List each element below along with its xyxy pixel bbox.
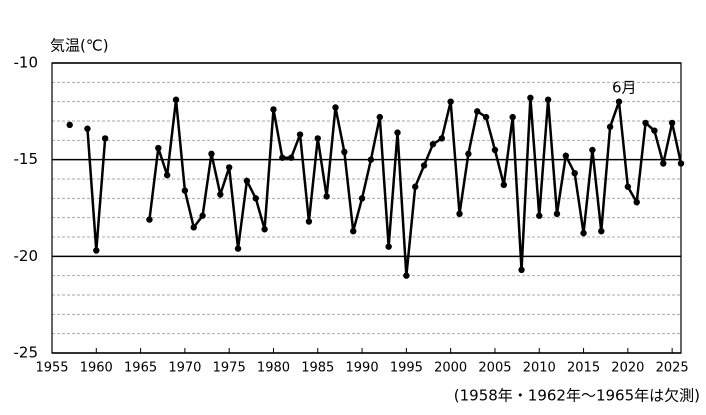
data-point <box>314 135 321 142</box>
data-point <box>84 125 91 132</box>
data-point <box>358 195 366 202</box>
data-point <box>606 123 614 130</box>
data-point <box>553 210 561 217</box>
data-point <box>447 98 454 105</box>
data-point <box>420 162 428 169</box>
plot-frame <box>51 62 682 354</box>
data-point <box>668 119 676 127</box>
data-point <box>199 212 206 219</box>
data-line <box>86 97 683 276</box>
data-point <box>190 224 197 231</box>
x-tick-label: 1955 <box>35 361 68 376</box>
data-point <box>456 210 463 217</box>
data-point <box>482 113 490 121</box>
data-point <box>465 150 472 158</box>
data-point <box>243 177 251 185</box>
data-point <box>624 183 632 190</box>
data-point <box>146 216 153 223</box>
x-tick-label: 2000 <box>434 361 467 376</box>
data-point <box>279 154 286 161</box>
data-point <box>536 212 543 219</box>
data-point <box>367 156 375 163</box>
data-point <box>287 154 295 161</box>
data-point <box>598 228 605 235</box>
x-tick-label: 1975 <box>213 361 246 376</box>
data-point <box>615 98 623 105</box>
data-point <box>385 243 392 250</box>
data-point <box>172 96 180 103</box>
data-point <box>296 131 304 138</box>
data-point <box>376 113 383 121</box>
data-point <box>438 135 446 142</box>
data-point <box>509 113 516 121</box>
x-tick-label: 1960 <box>80 361 113 376</box>
x-tick-label: 2020 <box>611 361 644 376</box>
data-point <box>642 119 649 127</box>
x-tick-label: 2015 <box>567 361 600 376</box>
data-point <box>155 144 162 152</box>
x-tick-label: 1985 <box>301 361 334 376</box>
data-point <box>429 141 437 148</box>
data-point <box>660 160 667 167</box>
x-tick-label: 2005 <box>478 361 511 376</box>
y-tick-label: -10 <box>14 54 39 72</box>
y-tick-label: -20 <box>14 247 39 265</box>
x-tick-label: 1990 <box>346 361 379 376</box>
data-point <box>474 108 481 115</box>
annotation: 6月 <box>612 79 637 97</box>
data-point <box>208 150 215 158</box>
data-point <box>677 160 685 167</box>
data-point <box>491 146 499 154</box>
data-point <box>225 164 233 171</box>
data-point <box>66 121 73 129</box>
x-tick-label: 1965 <box>124 361 157 376</box>
y-axis-label: 気温(℃) <box>50 37 109 55</box>
x-tick-label: 2025 <box>656 361 689 376</box>
data-point <box>527 94 534 102</box>
x-tick-label: 1970 <box>168 361 201 376</box>
data-point <box>93 247 100 254</box>
data-point <box>270 106 277 113</box>
data-point <box>252 195 259 202</box>
data-point <box>341 148 348 156</box>
data-point <box>261 226 268 233</box>
x-tick-label: 1980 <box>257 361 290 376</box>
data-point <box>217 191 224 198</box>
data-point <box>580 229 587 237</box>
data-point <box>500 181 508 188</box>
data-point <box>589 146 596 154</box>
data-point <box>101 135 109 142</box>
y-tick-label: -25 <box>14 344 39 362</box>
data-point <box>412 183 419 190</box>
data-point <box>394 129 401 136</box>
data-point <box>403 272 410 279</box>
data-point <box>323 193 330 200</box>
data-point <box>544 96 552 103</box>
data-point <box>651 127 658 134</box>
data-point <box>571 170 578 177</box>
x-tick-label: 2010 <box>523 361 556 376</box>
data-point <box>633 199 640 206</box>
note: (1958年・1962年～1965年は欠測) <box>454 387 700 405</box>
data-point <box>350 228 357 235</box>
data-point <box>181 187 189 194</box>
y-tick-label: -15 <box>14 150 39 168</box>
data-point <box>518 266 525 274</box>
data-point <box>332 104 339 111</box>
x-tick-label: 1995 <box>390 361 423 376</box>
data-point <box>305 218 313 225</box>
data-point <box>163 171 171 179</box>
data-point <box>234 245 242 252</box>
data-point <box>562 152 570 159</box>
